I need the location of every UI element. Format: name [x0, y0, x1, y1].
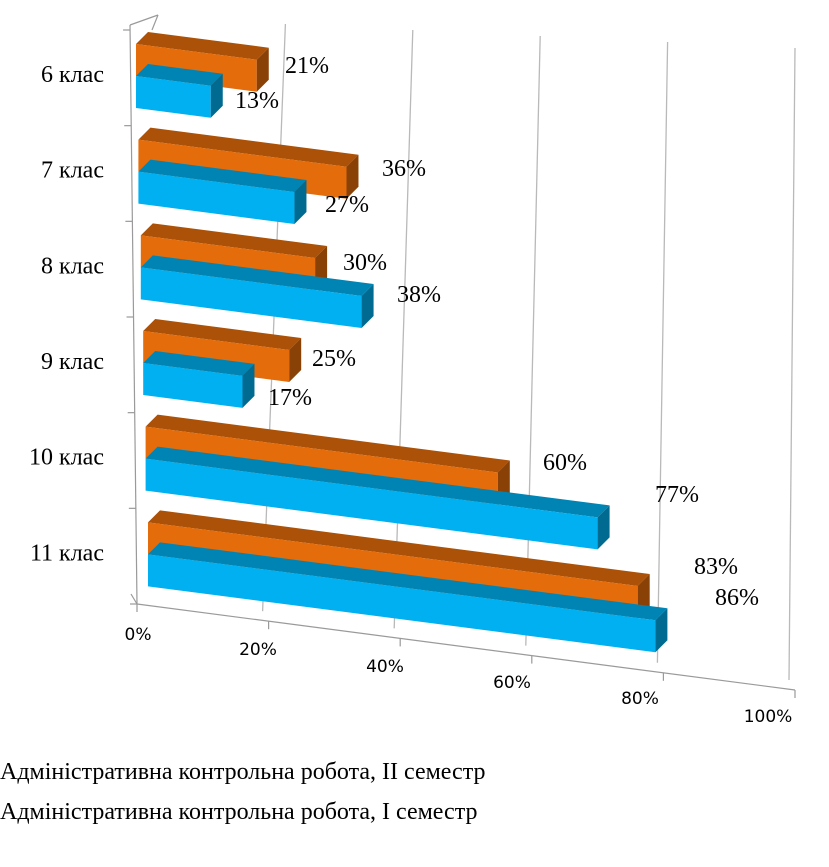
bar-chart: 0% 20% 40% 60% 80% 100% 6 клас 21%13% 7 клас 36% 2… [29, 14, 796, 727]
x-tick-label: 60% [493, 673, 531, 693]
bar [140, 255, 374, 329]
x-tick-label: 100% [744, 707, 793, 727]
legend-item-semester-1: Адміністративна контрольна робота, І сем… [0, 792, 485, 832]
bar [148, 542, 668, 653]
category-label: 6 клас [41, 62, 104, 88]
category-label: 8 клас [41, 253, 104, 279]
y-axis-line [129, 24, 138, 605]
labels: 0% 20% 40% 60% 80% 100% 6 клас 21%13% 7 клас 36% 2… [29, 53, 792, 727]
bar [145, 446, 610, 550]
gridline [788, 47, 796, 681]
data-label: 77% [655, 482, 699, 508]
gridlines [261, 23, 796, 681]
x-tick-label: 0% [125, 625, 152, 645]
legend: Адміністративна контрольна робота, II се… [0, 752, 485, 832]
legend-label-semester-1: Адміністративна контрольна робота, І сем… [0, 798, 478, 825]
data-label: 60% [543, 450, 587, 476]
data-label: 21% [285, 53, 329, 79]
data-label: 27% [325, 192, 369, 218]
x-tick-label: 40% [366, 657, 404, 677]
data-label: 83% [694, 554, 738, 580]
gridline [261, 23, 287, 612]
bar [143, 351, 255, 408]
bars [136, 32, 668, 653]
axes [123, 14, 796, 698]
data-label: 17% [268, 385, 312, 411]
legend-label-semester-2: Адміністративна контрольна робота, II се… [0, 758, 486, 785]
x-tick-label: 20% [239, 640, 277, 660]
category-label: 9 клас [41, 349, 104, 375]
gridline [393, 29, 414, 629]
gridline [525, 35, 541, 646]
gridline [656, 41, 669, 663]
data-label: 86% [715, 585, 759, 611]
data-label: 13% [235, 88, 279, 114]
x-tick-label: 80% [621, 689, 659, 709]
category-label: 7 клас [41, 158, 104, 184]
bar [138, 159, 307, 224]
legend-item-semester-2: Адміністративна контрольна робота, II се… [0, 752, 485, 792]
category-label: 11 клас [30, 540, 104, 566]
category-label: 10 клас [29, 445, 104, 471]
data-label: 38% [397, 282, 441, 308]
data-label: 30% [343, 250, 387, 276]
x-axis-line [136, 603, 796, 691]
bar [136, 64, 223, 118]
data-label: 36% [382, 156, 426, 182]
data-label: 25% [312, 346, 356, 372]
